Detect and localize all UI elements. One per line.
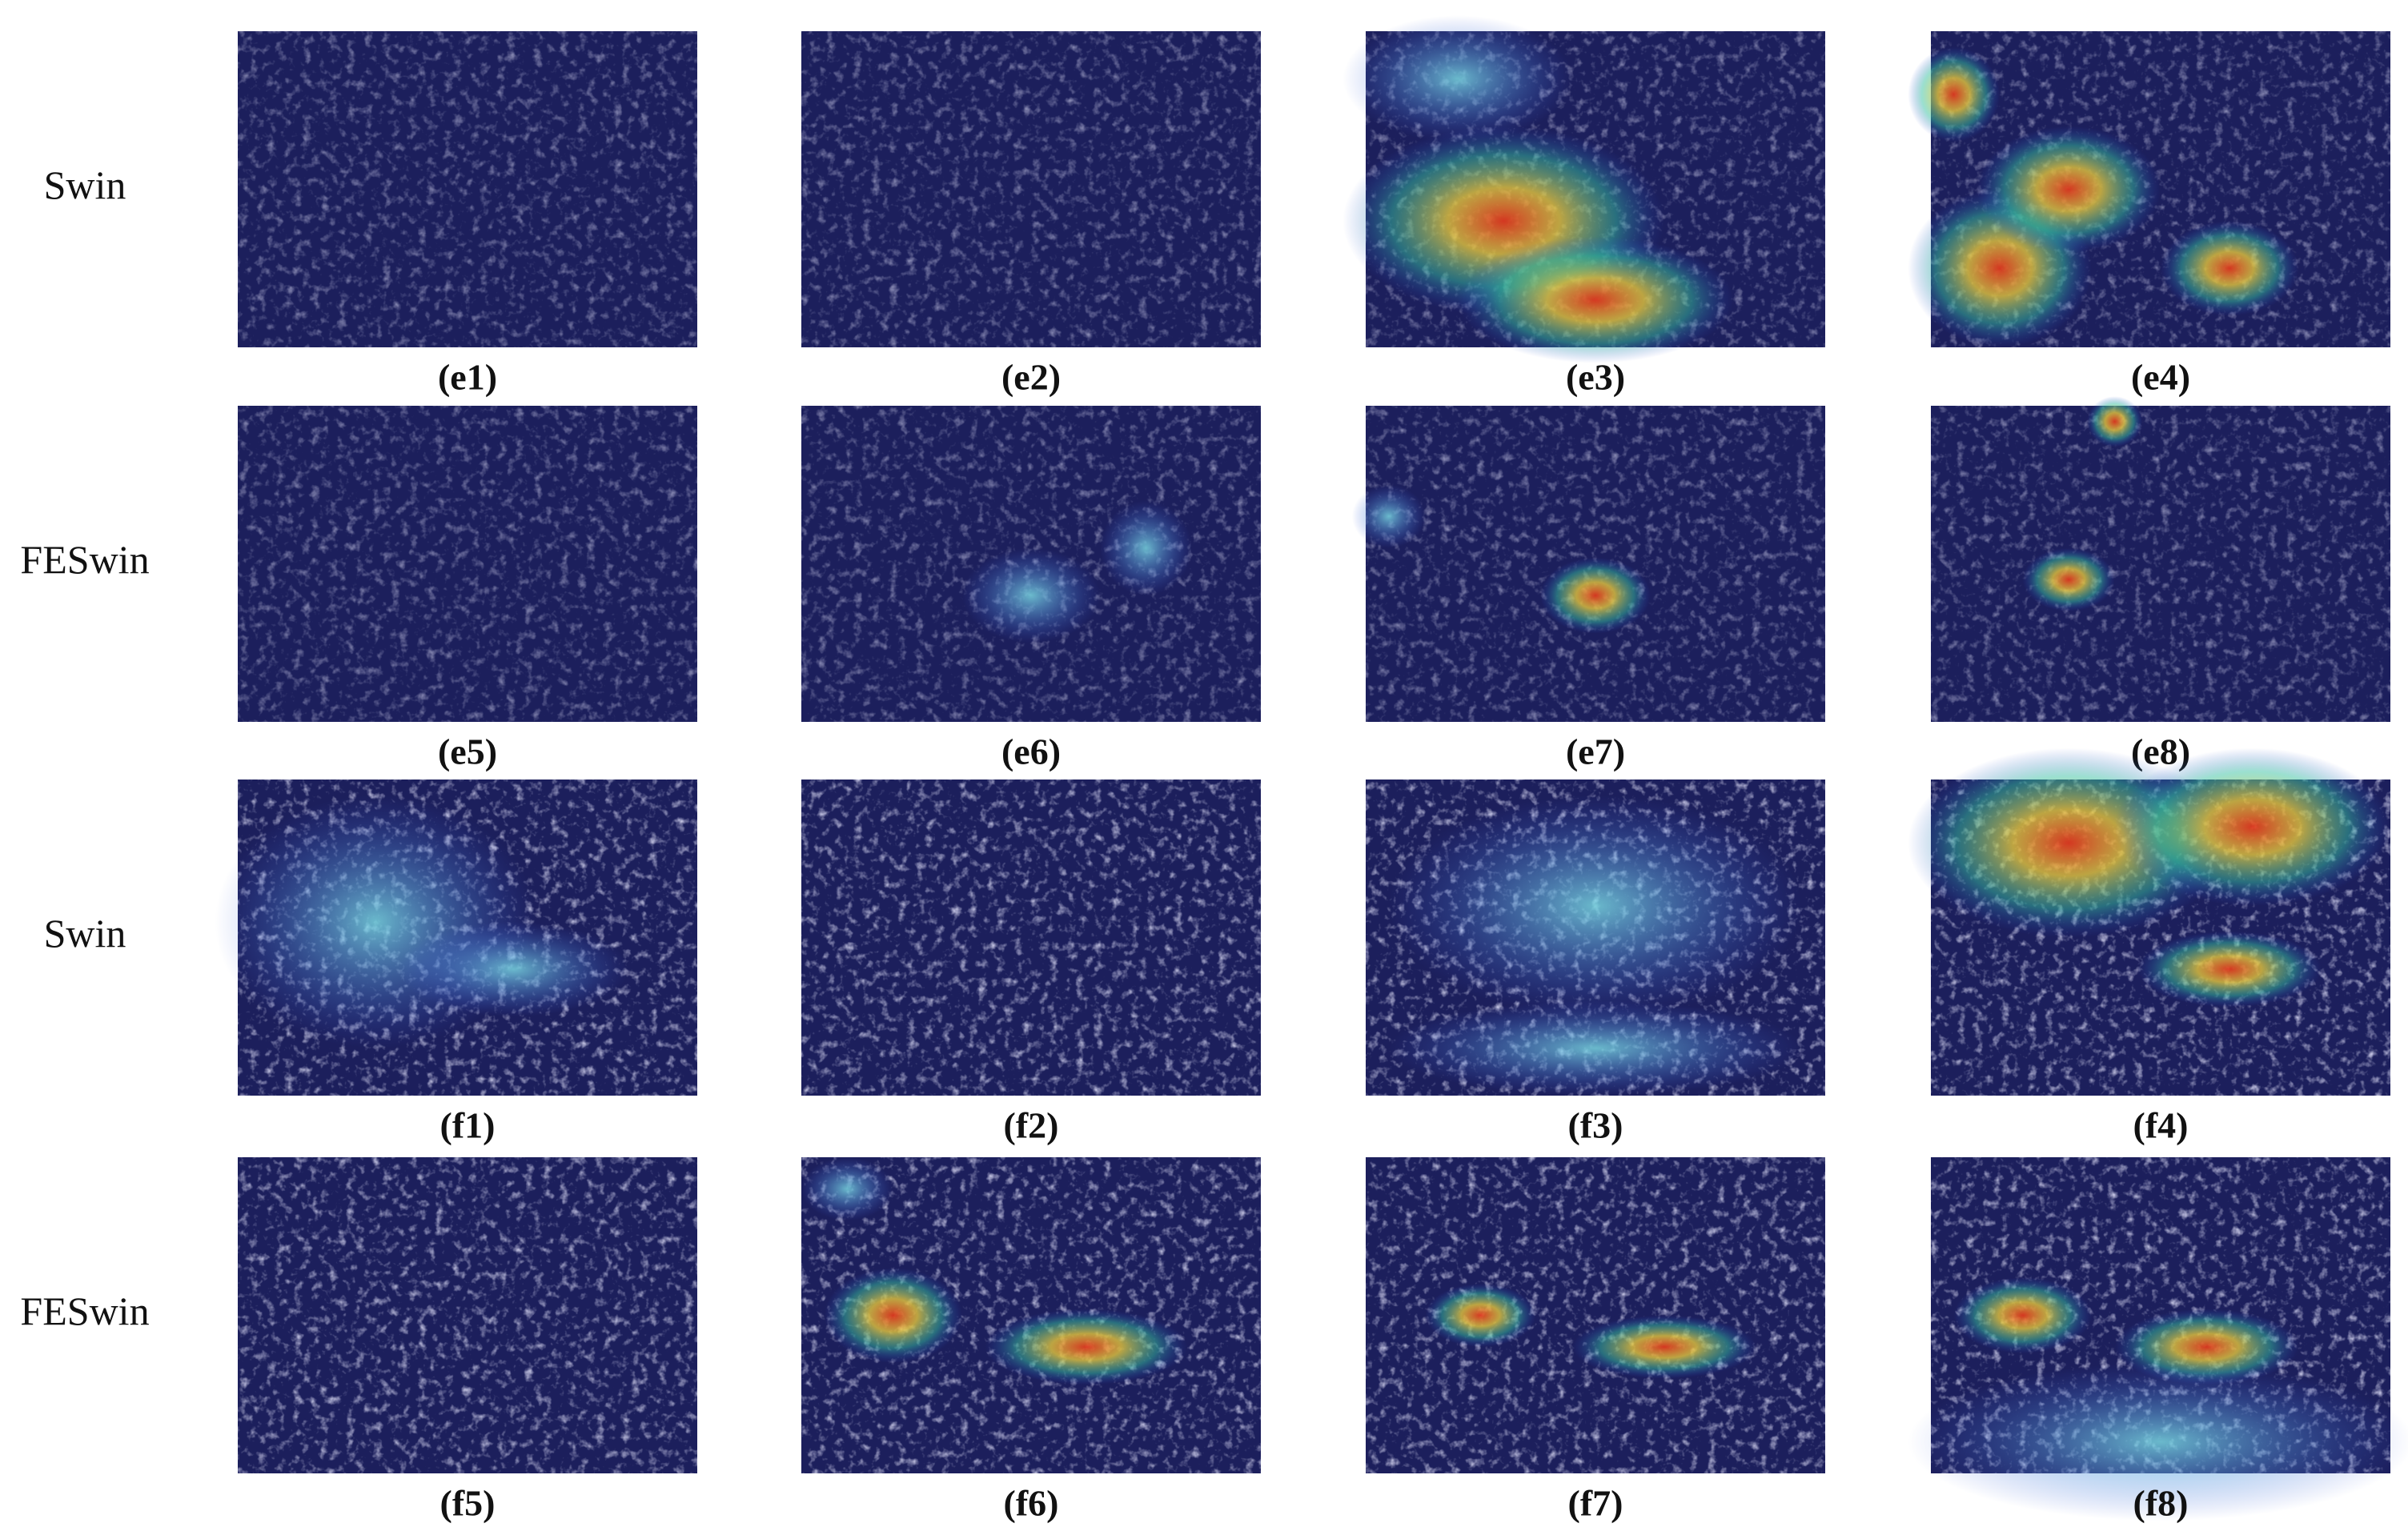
- heat-blob: [2161, 221, 2299, 316]
- panel-texture: [1931, 406, 2390, 722]
- image-panel: [1908, 1157, 2408, 1521]
- panel-label: (e6): [1001, 731, 1061, 772]
- image-panel: [238, 1157, 697, 1473]
- panel-label: (f4): [2133, 1105, 2189, 1146]
- image-panel: [215, 780, 697, 1096]
- image-panel: [1351, 406, 1825, 722]
- image-panel: [1366, 1157, 1825, 1473]
- row-label: Swin: [44, 911, 126, 956]
- panel-label: (f1): [440, 1105, 496, 1146]
- panel-label: (e4): [2131, 357, 2190, 398]
- heat-blob: [824, 1268, 962, 1363]
- image-panel: [1342, 15, 1825, 363]
- heat-blob: [2087, 396, 2143, 447]
- heat-blob: [1977, 126, 2161, 253]
- heat-blob: [1388, 1000, 1803, 1096]
- image-panel: [801, 1157, 1261, 1473]
- image-panel: [801, 406, 1261, 722]
- row-label: FESwin: [20, 537, 149, 582]
- heat-blob: [1100, 500, 1192, 595]
- row-label: FESwin: [20, 1289, 149, 1333]
- panel-label: (f6): [1004, 1483, 1059, 1524]
- heat-blob: [1342, 15, 1573, 142]
- image-panel: [238, 31, 697, 347]
- heat-blob: [398, 921, 628, 1017]
- heat-blob: [1351, 484, 1426, 548]
- panel-label: (e1): [438, 357, 497, 398]
- heat-blob: [1908, 46, 2001, 142]
- heat-blob: [1908, 1362, 2408, 1521]
- image-panel: [1931, 396, 2390, 722]
- image-panel: [801, 31, 1261, 347]
- panel-texture: [238, 31, 697, 347]
- panel-texture: [238, 406, 697, 722]
- panel-label: (f2): [1004, 1105, 1059, 1146]
- panel-label: (e5): [438, 731, 497, 772]
- heat-blob: [2022, 547, 2115, 611]
- heat-blob: [985, 1309, 1188, 1385]
- heat-blob: [2137, 931, 2322, 1008]
- image-panel: [1908, 747, 2390, 1096]
- panel-texture: [801, 31, 1261, 347]
- image-panel: [1366, 780, 1825, 1096]
- panel-label: (e3): [1566, 357, 1625, 398]
- row-label: Swin: [44, 162, 126, 207]
- image-panel: [801, 780, 1261, 1096]
- image-panel: [238, 406, 697, 722]
- panel-label: (e2): [1001, 357, 1061, 398]
- heat-blob: [1457, 236, 1734, 363]
- heat-blob: [1388, 795, 1803, 1017]
- heat-blob: [1572, 1315, 1756, 1379]
- panel-label: (f5): [440, 1483, 496, 1524]
- panel-label: (e7): [1566, 731, 1625, 772]
- panel-label: (f8): [2133, 1483, 2189, 1524]
- heat-blob: [961, 547, 1101, 643]
- heat-blob: [1953, 1277, 2092, 1353]
- panel-texture: [801, 780, 1261, 1096]
- panel-label: (f3): [1568, 1105, 1623, 1146]
- heat-blob: [1425, 1284, 1536, 1347]
- heat-blob: [2114, 747, 2390, 906]
- panel-texture: [238, 1157, 697, 1473]
- image-panel: [1908, 31, 2390, 347]
- heat-blob: [801, 1157, 893, 1220]
- panel-label: (f7): [1568, 1483, 1623, 1524]
- heat-blob: [1540, 557, 1651, 634]
